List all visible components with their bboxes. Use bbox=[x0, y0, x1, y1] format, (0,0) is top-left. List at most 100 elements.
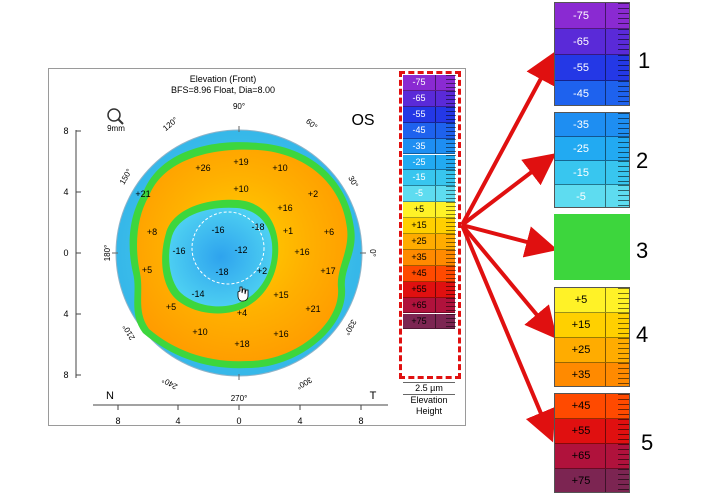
zoom-ticks bbox=[605, 363, 629, 386]
scale-value: +55 bbox=[411, 283, 427, 294]
x-tick-label: 0 bbox=[236, 416, 241, 426]
y-tick-label: 4 bbox=[63, 187, 68, 197]
zoom-panel-3 bbox=[554, 214, 630, 280]
scale-value: -65 bbox=[412, 92, 426, 103]
scale-row: +75 bbox=[403, 313, 456, 330]
zoom-ticks bbox=[605, 55, 629, 80]
scale-row: +15 bbox=[403, 218, 456, 234]
zoom-value: +55 bbox=[571, 425, 591, 437]
elevation-value: +16 bbox=[294, 247, 309, 257]
x-tick-label: 8 bbox=[115, 416, 120, 426]
angle-label: 0° bbox=[368, 249, 377, 257]
map-title-text: Elevation (Front) bbox=[189, 74, 257, 84]
scale-row: -25 bbox=[403, 154, 456, 171]
scale-row: +25 bbox=[403, 234, 456, 250]
zoom-value: -45 bbox=[573, 87, 589, 100]
arrow-5 bbox=[460, 224, 556, 443]
zoom-row: +75 bbox=[555, 469, 629, 492]
zoom-row: -45 bbox=[555, 81, 629, 105]
zoom-ticks bbox=[605, 81, 629, 105]
zoom-panel-number: 4 bbox=[636, 322, 649, 347]
zoom-row: +25 bbox=[555, 338, 629, 363]
elevation-value: +21 bbox=[305, 304, 320, 314]
map-title: Elevation (Front) BFS=8.96 Float, Dia=8.… bbox=[48, 74, 398, 96]
elevation-value: +16 bbox=[273, 329, 288, 339]
zoom-row: -25 bbox=[555, 137, 629, 161]
elevation-value: -18 bbox=[251, 222, 264, 232]
scale-ticks bbox=[435, 90, 456, 106]
elevation-value: +10 bbox=[233, 184, 248, 194]
elevation-value: -12 bbox=[234, 245, 247, 255]
scale-ticks bbox=[435, 186, 456, 202]
scale-row: -75 bbox=[403, 75, 456, 91]
arrow-1 bbox=[460, 50, 556, 226]
zoom-panel-4: +5 +15 +25 +35 bbox=[554, 287, 630, 387]
angle-ticks bbox=[112, 126, 366, 380]
elevation-value: +1 bbox=[283, 226, 293, 236]
zoom-value: +45 bbox=[571, 400, 591, 412]
scale-ticks bbox=[435, 138, 456, 154]
zoom-value: +65 bbox=[571, 450, 591, 462]
zoom-ticks bbox=[605, 444, 629, 468]
x-axis bbox=[93, 404, 388, 410]
y-tick-label: 8 bbox=[63, 370, 68, 380]
elevation-value: +4 bbox=[237, 308, 247, 318]
zoom-panel-1: -75 -65 -55 -45 bbox=[554, 2, 630, 106]
scale-value: -45 bbox=[412, 124, 426, 135]
scale-ticks bbox=[435, 202, 456, 218]
temporal-label: T bbox=[370, 390, 377, 402]
zoom-row: +5 bbox=[555, 288, 629, 313]
x-tick-label: 4 bbox=[175, 416, 180, 426]
y-tick-label: 0 bbox=[63, 248, 68, 258]
zoom-ticks bbox=[605, 185, 629, 207]
elevation-value: +5 bbox=[166, 302, 176, 312]
scale-ticks bbox=[435, 75, 456, 90]
y-tick-label: 4 bbox=[63, 309, 68, 319]
hand-cursor-icon bbox=[237, 286, 249, 302]
elevation-value: +2 bbox=[308, 189, 318, 199]
scale-row: +45 bbox=[403, 265, 456, 282]
magnifier-icon[interactable] bbox=[107, 108, 124, 125]
zoom-value: -55 bbox=[573, 61, 589, 74]
scale-row: -5 bbox=[403, 186, 456, 203]
elevation-value: +26 bbox=[195, 163, 210, 173]
zoom-row: +65 bbox=[555, 444, 629, 469]
angle-label: 270° bbox=[231, 394, 248, 403]
map-subtitle-text: BFS=8.96 Float, Dia=8.00 bbox=[170, 85, 276, 95]
elevation-value: -14 bbox=[191, 289, 204, 299]
angle-label: 180° bbox=[103, 245, 112, 262]
x-tick-label: 8 bbox=[358, 416, 363, 426]
scale-footer: 2.5 µm Elevation Height bbox=[403, 382, 455, 417]
zoom-value: -65 bbox=[573, 35, 589, 48]
scale-value: +45 bbox=[411, 267, 427, 278]
elevation-value: +18 bbox=[234, 339, 249, 349]
elevation-value: +19 bbox=[233, 157, 248, 167]
zoom-value: -25 bbox=[573, 142, 589, 155]
zoom-ticks bbox=[605, 288, 629, 312]
elevation-value: +2 bbox=[257, 266, 267, 276]
scale-ticks bbox=[435, 154, 456, 170]
scale-highlight-box bbox=[399, 71, 461, 379]
zoom-ticks bbox=[605, 419, 629, 443]
zoom-value: +5 bbox=[574, 294, 588, 306]
scale-ticks bbox=[435, 218, 456, 233]
zoom-row: -5 bbox=[555, 185, 629, 207]
scale-ticks bbox=[435, 313, 456, 329]
zoom-panel-5: +45 +55 +65 +75 bbox=[554, 393, 630, 493]
elevation-value: +21 bbox=[135, 189, 150, 199]
zoom-row: -55 bbox=[555, 55, 629, 81]
zoom-value: +25 bbox=[571, 344, 591, 356]
inner-blue-zone bbox=[169, 207, 273, 307]
zoom-ticks bbox=[605, 29, 629, 54]
arrow-2 bbox=[460, 153, 557, 227]
zoom-ticks bbox=[605, 469, 629, 492]
zoom-value: -15 bbox=[573, 166, 589, 179]
color-scale: -75 -65 -55 -45 -35 -25 -15 -5 +5 +15 +25 +35 +45 +55… bbox=[403, 75, 456, 330]
scale-row: +55 bbox=[403, 281, 456, 298]
scale-value: +15 bbox=[411, 220, 427, 231]
zoom-panel-2: -35 -25 -15 -5 bbox=[554, 112, 630, 208]
zoom-ticks bbox=[605, 137, 629, 160]
zoom-ticks bbox=[605, 161, 629, 184]
